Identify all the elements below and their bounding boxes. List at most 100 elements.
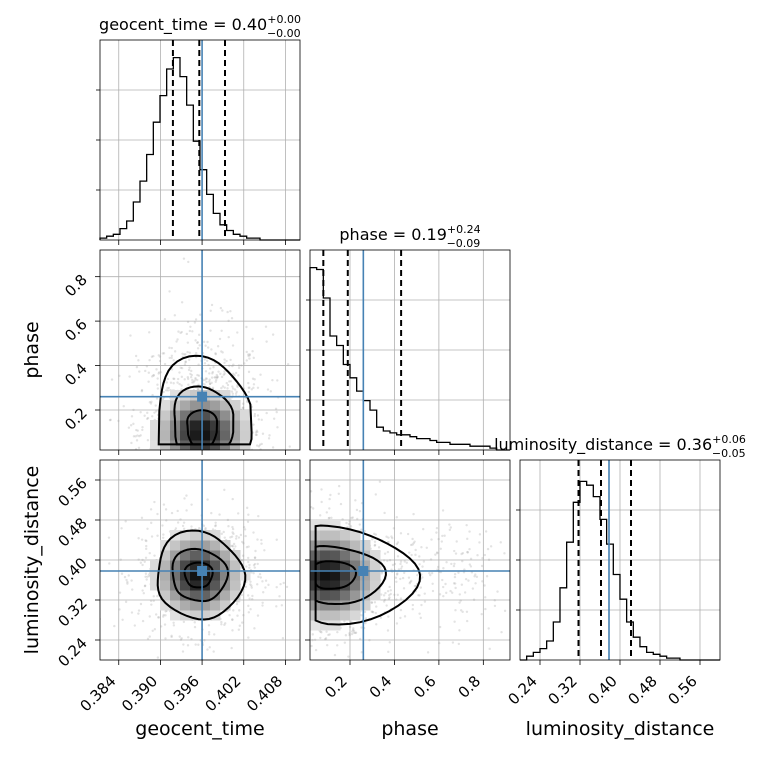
sample-point: [337, 492, 340, 495]
sample-point: [248, 563, 251, 567]
sample-point: [231, 531, 234, 534]
sample-point: [205, 359, 209, 362]
sample-point: [124, 520, 127, 523]
sample-point: [328, 497, 331, 501]
sample-point: [248, 386, 251, 389]
sample-point: [214, 524, 217, 527]
sample-point: [364, 617, 368, 620]
sample-point: [327, 633, 330, 637]
sample-point: [480, 612, 483, 616]
sample-point: [130, 579, 133, 582]
sample-point: [370, 601, 374, 604]
density-bin: [340, 530, 351, 541]
sample-point: [387, 615, 390, 618]
density-bin: [320, 600, 331, 611]
sample-point: [371, 611, 375, 614]
sample-point: [218, 337, 222, 341]
sample-point: [221, 385, 225, 388]
density-bin: [340, 610, 351, 621]
sample-point: [452, 564, 456, 568]
sample-point: [218, 513, 221, 516]
sample-point: [247, 354, 250, 358]
density-bin: [190, 540, 201, 551]
sample-point: [247, 353, 250, 356]
sample-point: [285, 585, 289, 589]
sample-point: [252, 356, 255, 360]
sample-point: [448, 528, 452, 532]
sample-point: [402, 587, 406, 590]
sample-point: [257, 575, 260, 579]
y-tick-label-luminosity_distance: 0.32: [54, 594, 90, 630]
sample-point: [256, 538, 259, 541]
sample-point: [191, 381, 194, 384]
sample-point: [173, 314, 177, 317]
sample-point: [232, 363, 235, 366]
sample-point: [135, 439, 139, 442]
sample-point: [336, 644, 339, 647]
sample-point: [157, 372, 160, 375]
sample-point: [339, 502, 343, 506]
sample-point: [91, 371, 93, 373]
sample-point: [459, 609, 463, 612]
sample-point: [197, 374, 201, 377]
sample-point: [155, 397, 159, 400]
sample-point: [157, 616, 160, 619]
sample-point: [144, 369, 147, 373]
sample-point: [148, 400, 152, 404]
density-bin: [360, 600, 371, 611]
density-bin: [190, 560, 201, 571]
sample-point: [286, 363, 290, 366]
sample-point: [180, 301, 184, 304]
sample-point: [148, 358, 151, 362]
sample-point: [483, 584, 486, 587]
sample-point: [223, 623, 226, 627]
sample-point: [130, 611, 134, 614]
x-tick-label-luminosity_distance: 0.56: [664, 672, 700, 708]
sample-point: [178, 382, 181, 386]
histogram-luminosity_distance: [520, 480, 720, 661]
density-bin: [220, 570, 231, 581]
sample-point: [252, 531, 255, 534]
sample-point: [170, 354, 174, 357]
sample-point: [121, 618, 124, 621]
sample-point: [144, 547, 148, 551]
sample-point: [328, 633, 331, 636]
sample-point: [483, 553, 487, 557]
sample-point: [184, 360, 187, 363]
sample-point: [250, 388, 253, 391]
sample-point: [384, 591, 387, 595]
sample-point: [396, 541, 400, 544]
density-bin: [200, 560, 211, 571]
sample-point: [242, 526, 246, 529]
sample-point: [238, 609, 241, 612]
sample-point: [193, 379, 196, 383]
title-plus: +0.24: [447, 223, 481, 236]
sample-point: [137, 537, 140, 540]
sample-point: [399, 567, 403, 570]
sample-point: [134, 435, 137, 438]
sample-point: [168, 290, 171, 293]
sample-point: [499, 541, 502, 544]
sample-point: [481, 556, 484, 560]
sample-point: [374, 611, 378, 615]
sample-point: [392, 527, 396, 530]
density-bin: [230, 580, 241, 591]
sample-point: [222, 530, 225, 534]
sample-point: [211, 372, 214, 375]
density-bin: [170, 610, 181, 621]
sample-point: [410, 579, 413, 583]
sample-point: [453, 582, 457, 585]
sample-point: [162, 533, 165, 536]
sample-point: [378, 480, 382, 483]
sample-point: [247, 545, 250, 548]
sample-point: [388, 559, 392, 562]
density-bin: [360, 540, 371, 551]
sample-point: [144, 575, 147, 578]
sample-point: [460, 552, 463, 556]
sample-point: [391, 563, 395, 567]
sample-point: [251, 594, 254, 598]
sample-point: [238, 600, 241, 603]
density-bin: [330, 530, 341, 541]
sample-point: [132, 408, 135, 412]
sample-point: [231, 544, 234, 548]
